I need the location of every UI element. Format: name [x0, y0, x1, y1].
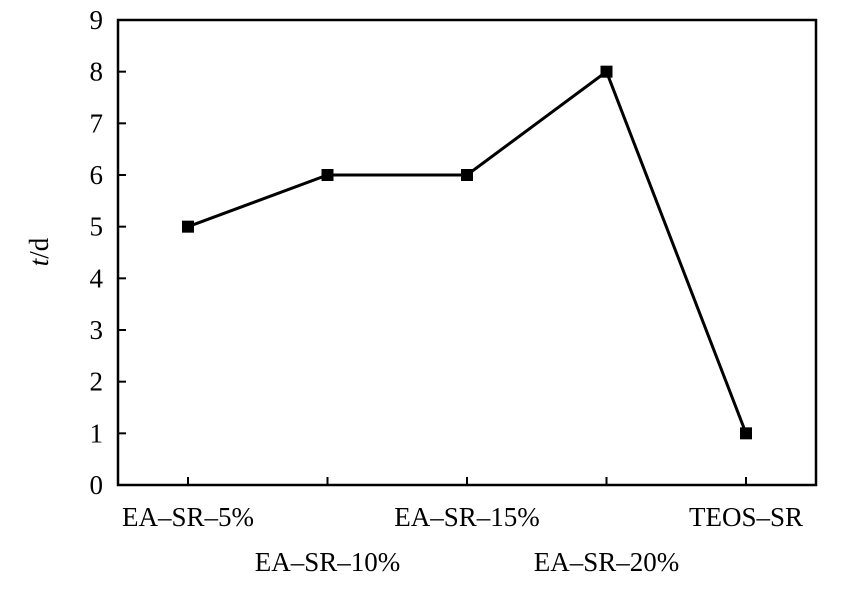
- y-tick-label: 6: [90, 160, 104, 190]
- y-tick-label: 9: [90, 5, 104, 35]
- x-tick-label: TEOS–SR: [689, 502, 803, 532]
- data-point-marker: [740, 427, 752, 440]
- plot-frame: [116, 18, 818, 487]
- series-line: [187, 69, 748, 434]
- y-axis: 0 1 2 3 4 5 6 7 8 9: [90, 5, 126, 500]
- y-axis-title: t/d: [24, 237, 54, 266]
- y-tick-label: 4: [90, 263, 104, 293]
- y-tick-label: 8: [90, 57, 104, 87]
- x-tick-label: EA–SR–20%: [534, 547, 680, 577]
- x-tick-label: EA–SR–15%: [394, 502, 540, 532]
- series-group: [182, 65, 752, 440]
- data-point-marker: [600, 65, 613, 78]
- y-tick-label: 2: [90, 367, 104, 397]
- y-tick-label: 7: [90, 108, 104, 138]
- y-axis-title-italic: t: [24, 257, 54, 266]
- x-tick-label: EA–SR–5%: [122, 502, 254, 532]
- x-tick-label: EA–SR–10%: [255, 547, 401, 577]
- x-axis: EA–SR–5%EA–SR–10% EA–SR–15% EA–SR–20% TEOS–…: [122, 477, 803, 577]
- y-tick-label: 1: [90, 418, 104, 448]
- y-tick-label: 0: [90, 470, 104, 500]
- data-point-marker: [321, 169, 334, 181]
- y-tick-label: 5: [90, 212, 104, 242]
- data-point-marker: [182, 220, 194, 233]
- data-point-marker: [461, 169, 473, 181]
- y-axis-title-unit: /d: [24, 237, 54, 259]
- y-tick-label: 3: [90, 315, 104, 345]
